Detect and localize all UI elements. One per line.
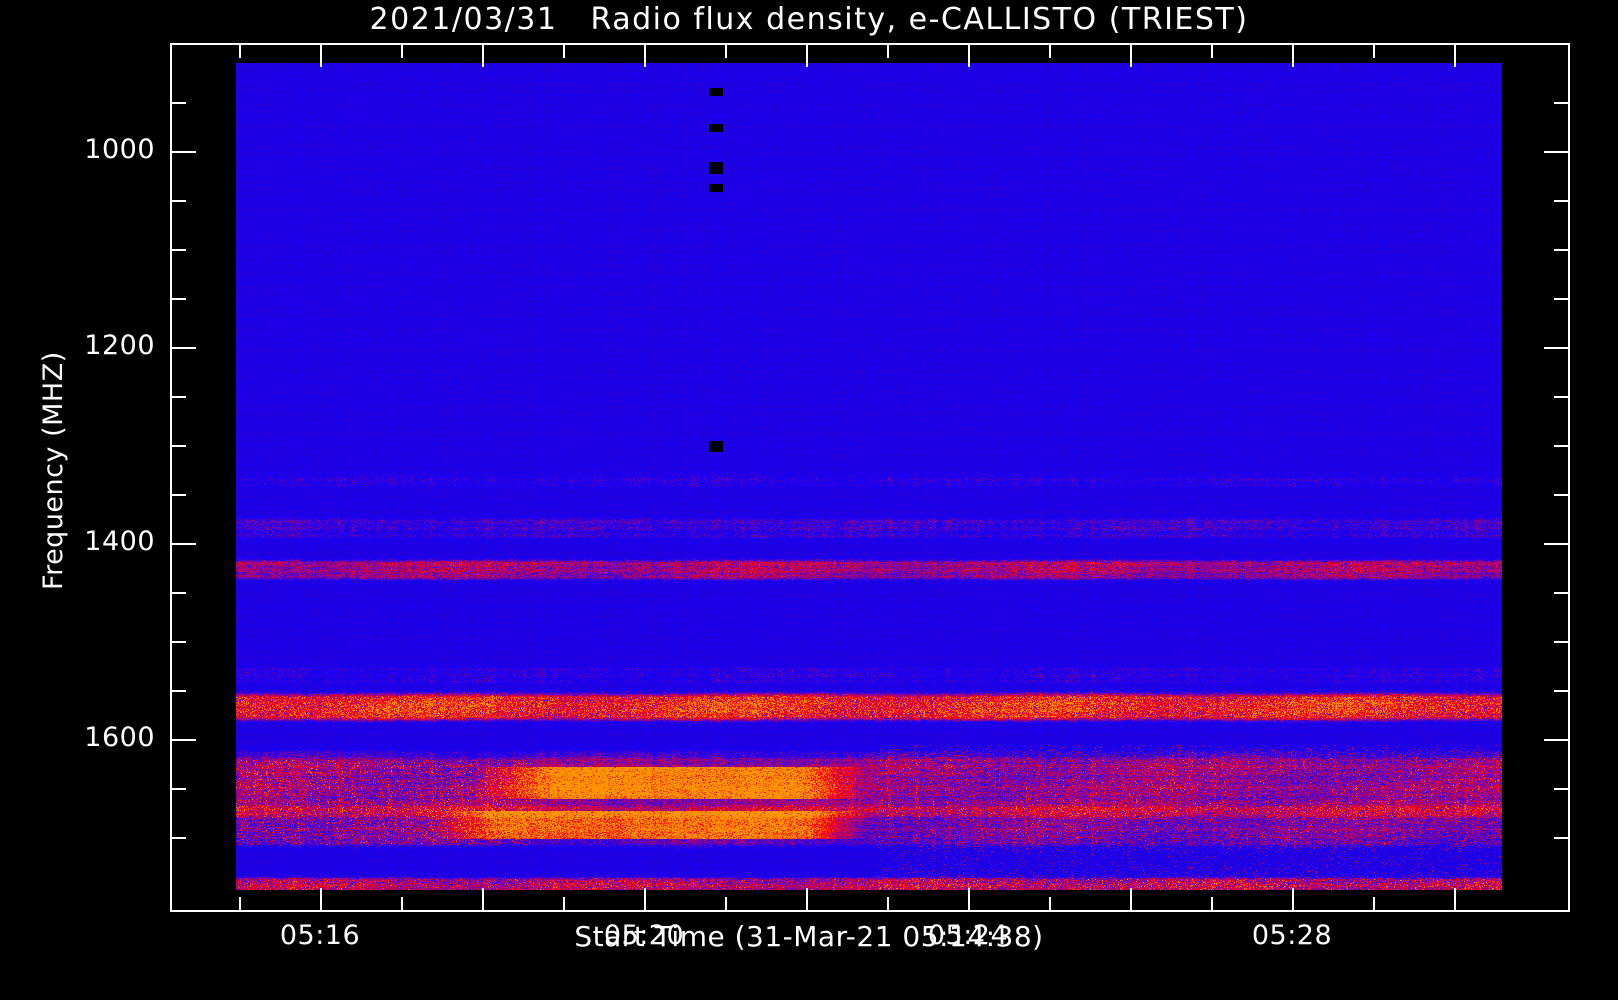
y-minor-tick [172,837,186,839]
x-major-tick [1292,45,1294,67]
page-title: 2021/03/31 Radio flux density, e-CALLIST… [369,2,1249,37]
x-major-tick [1454,45,1456,67]
y-major-tick [1544,347,1568,349]
x-major-tick [644,45,646,67]
y-minor-tick [172,494,186,496]
x-minor-tick [1373,897,1375,910]
x-major-tick [806,45,808,67]
y-major-tick [172,151,196,153]
y-minor-tick [1554,641,1568,643]
y-minor-tick [1554,298,1568,300]
y-minor-tick [172,298,186,300]
y-minor-tick [172,690,186,692]
x-major-tick [1130,45,1132,67]
y-major-tick [1544,739,1568,741]
x-minor-tick [887,45,889,58]
x-minor-tick [1049,897,1051,910]
y-minor-tick [172,249,186,251]
x-major-tick [806,888,808,910]
x-major-tick [320,45,322,67]
y-minor-tick [172,445,186,447]
x-major-tick [482,45,484,67]
y-major-tick [172,543,196,545]
y-minor-tick [1554,690,1568,692]
x-minor-tick [1049,45,1051,58]
x-minor-tick [887,897,889,910]
x-major-tick [968,45,970,67]
x-major-tick [320,888,322,910]
x-axis-title: Start Time (31-Mar-21 05:14:38) [574,920,1044,953]
y-minor-tick [1554,396,1568,398]
x-minor-tick [725,45,727,58]
y-minor-tick [1554,494,1568,496]
spectrogram-data-area [236,63,1502,890]
spectrogram-canvas [236,63,1502,890]
y-minor-tick [1554,445,1568,447]
x-minor-tick [1373,45,1375,58]
x-minor-tick [239,897,241,910]
x-minor-tick [725,897,727,910]
y-major-tick [172,739,196,741]
x-tick-label: 05:24 [927,920,1009,951]
y-minor-tick [172,788,186,790]
y-major-tick [172,347,196,349]
y-minor-tick [172,396,186,398]
x-tick-label: 05:28 [1251,920,1333,951]
x-major-tick [968,888,970,910]
x-major-tick [644,888,646,910]
y-major-tick [1544,543,1568,545]
x-minor-tick [1211,45,1213,58]
x-minor-tick [563,897,565,910]
x-minor-tick [401,45,403,58]
x-minor-tick [1211,897,1213,910]
y-minor-tick [1554,200,1568,202]
y-minor-tick [172,102,186,104]
y-minor-tick [1554,788,1568,790]
plot-frame [170,43,1570,912]
x-major-tick [1130,888,1132,910]
y-minor-tick [172,592,186,594]
x-minor-tick [563,45,565,58]
y-tick-label: 1200 [84,330,155,361]
y-tick-label: 1000 [84,134,155,165]
y-minor-tick [172,200,186,202]
x-tick-label: 05:20 [603,920,685,951]
y-minor-tick [1554,592,1568,594]
y-minor-tick [1554,102,1568,104]
y-tick-label: 1600 [84,722,155,753]
y-axis-title: Frequency (MHZ) [38,351,69,590]
y-minor-tick [1554,249,1568,251]
y-major-tick [1544,151,1568,153]
y-minor-tick [172,641,186,643]
x-major-tick [482,888,484,910]
x-minor-tick [239,45,241,58]
y-minor-tick [1554,837,1568,839]
x-tick-label: 05:16 [279,920,361,951]
x-major-tick [1292,888,1294,910]
x-major-tick [1454,888,1456,910]
y-tick-label: 1400 [84,526,155,557]
x-minor-tick [401,897,403,910]
